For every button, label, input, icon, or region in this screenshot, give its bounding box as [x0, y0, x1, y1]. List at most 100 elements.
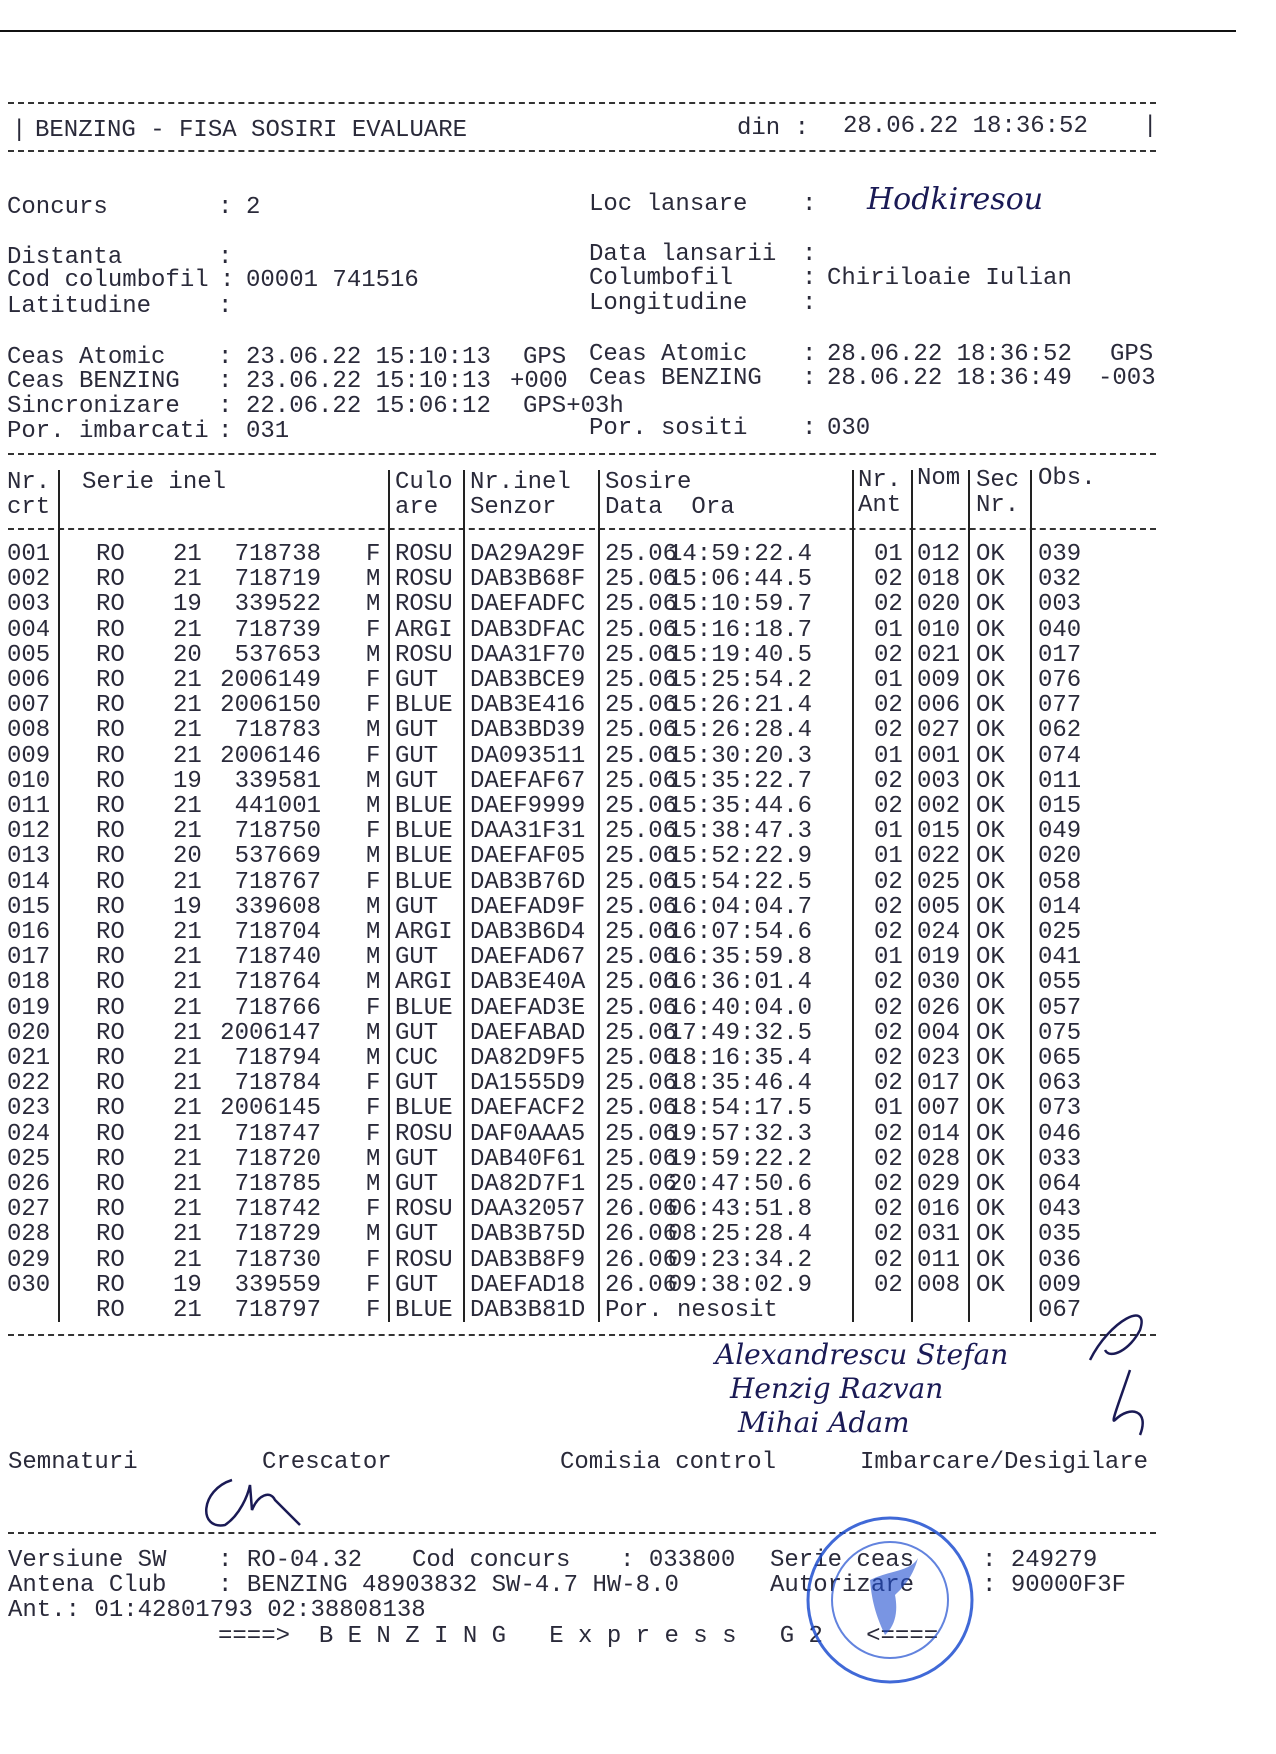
- cell-date: 25.06: [605, 616, 678, 644]
- cell-time: 16:07:54.6: [668, 919, 813, 946]
- cell-country: RO: [96, 1221, 125, 1249]
- cell-time: 15:10:59.7: [668, 591, 813, 619]
- cell-ring: 718738: [234, 541, 321, 568]
- cell-ring: 718783: [234, 717, 321, 745]
- cell-ring: 718766: [234, 994, 321, 1022]
- cell-country: RO: [96, 793, 125, 820]
- cell-year: 19: [173, 767, 202, 795]
- cell-obs: 017: [1038, 641, 1082, 669]
- cell-country: RO: [96, 742, 125, 770]
- cell-color: ARGI: [395, 969, 453, 997]
- column-header-culoare: are: [395, 494, 439, 521]
- cell-sec: OK: [976, 692, 1005, 720]
- loc-lansare-label: Loc lansare: [589, 191, 748, 218]
- pigeon-icon: [870, 1558, 918, 1635]
- cell-date: 25.06: [605, 591, 678, 619]
- cell-year: 21: [173, 566, 202, 594]
- cell-ant: 02: [874, 692, 903, 720]
- cell-date: 26.06: [605, 1271, 678, 1299]
- cell-year: 21: [173, 667, 202, 694]
- longitudine-colon: :: [802, 290, 817, 317]
- cell-obs: 076: [1038, 667, 1082, 694]
- cell-nom: 011: [917, 1246, 961, 1274]
- sincronizare-label: Sincronizare: [7, 393, 180, 420]
- cell-time: 14:59:22.4: [668, 541, 813, 568]
- cell-sensor: DAB3B81D: [470, 1297, 586, 1324]
- cell-nom: 025: [917, 868, 961, 896]
- versiune-value: : RO-04.32: [218, 1547, 363, 1574]
- serie-ceas-value-text: 249279: [1010, 1547, 1098, 1574]
- cell-ant: 02: [874, 1019, 903, 1047]
- table-row: 020 RO 21 2006147 M GUT DAEFABAD 25.06 17:49:32.…: [0, 1021, 1276, 1046]
- cell-sec: OK: [976, 1145, 1005, 1173]
- cell-year: 21: [173, 1070, 202, 1098]
- cell-date: 25.06: [605, 1145, 678, 1173]
- versiune-value-text: RO-04.32: [246, 1547, 363, 1574]
- cell-nom: 007: [917, 1095, 961, 1123]
- cell-obs: 077: [1038, 692, 1082, 720]
- cell-date: 25.06: [605, 1070, 678, 1098]
- cell-sensor: DAB3E40A: [470, 969, 586, 997]
- table-row: 025 RO 21 718720 M GUT DAB40F61 25.06 19:59:22.2…: [0, 1147, 1276, 1172]
- cell-year: 21: [173, 944, 202, 972]
- latitudine-colon: :: [218, 293, 233, 320]
- cell-country: RO: [96, 591, 125, 619]
- ceas-benzing-left-colon: :: [218, 368, 233, 395]
- column-header-nr: crt: [7, 494, 51, 521]
- divider: [8, 1334, 1156, 1336]
- cell-country: RO: [96, 1196, 125, 1224]
- column-header-obs: Obs.: [1038, 465, 1096, 492]
- cell-nr: 016: [7, 919, 51, 946]
- cell-country: RO: [96, 1095, 125, 1123]
- ceas-benzing-right-colon: :: [802, 365, 817, 392]
- cell-nr: 030: [7, 1271, 51, 1299]
- cell-date: 25.06: [605, 1045, 678, 1072]
- cell-time: 15:52:22.9: [668, 843, 813, 871]
- cell-ring: 2006149: [220, 667, 321, 694]
- cell-sec: OK: [976, 566, 1005, 594]
- cell-nom: 026: [917, 994, 961, 1022]
- sincronizare-colon: :: [218, 393, 233, 420]
- cod-concurs-label: Cod concurs: [412, 1547, 571, 1574]
- serie-ceas-label: Serie ceas: [770, 1547, 915, 1574]
- cell-time: 16:04:04.7: [668, 893, 813, 921]
- table-row: 014 RO 21 718767 F BLUE DAB3B76D 25.06 15:54:22.…: [0, 870, 1276, 895]
- cell-ring: 718750: [234, 818, 321, 846]
- cell-country: RO: [96, 667, 125, 694]
- table-row: 010 RO 19 339581 M GUT DAEFAF67 25.06 15:35:22.7…: [0, 769, 1276, 794]
- cell-ant: 02: [874, 893, 903, 921]
- cell-sec: OK: [976, 641, 1005, 669]
- concurs-value: 2: [246, 194, 261, 221]
- cell-nom: 027: [917, 717, 961, 745]
- serie-ceas-value: : 249279: [982, 1547, 1098, 1574]
- cell-year: 21: [173, 1297, 202, 1324]
- cell-nr: 018: [7, 969, 51, 997]
- cell-time: 16:35:59.8: [668, 944, 813, 972]
- top-rule: [0, 30, 1236, 32]
- cell-date: 25.06: [605, 969, 678, 997]
- column-rule: [852, 470, 854, 1322]
- cell-date: 25.06: [605, 1019, 678, 1047]
- cell-color: GUT: [395, 1019, 439, 1047]
- cell-sex: M: [366, 1019, 381, 1047]
- cell-country: RO: [96, 692, 125, 720]
- cell-time: 18:35:46.4: [668, 1070, 813, 1098]
- cell-color: BLUE: [395, 818, 453, 846]
- por-sositi-colon: :: [802, 415, 817, 442]
- cell-sex: F: [366, 1297, 381, 1324]
- cell-color: ARGI: [395, 616, 453, 644]
- column-rule: [1030, 470, 1032, 1322]
- cell-nr: 005: [7, 641, 51, 669]
- cell-year: 21: [173, 1246, 202, 1274]
- cell-sensor: DAEFAF05: [470, 843, 586, 871]
- cell-year: 21: [173, 1221, 202, 1249]
- cell-ant: 01: [874, 541, 903, 568]
- longitudine-label: Longitudine: [589, 290, 748, 317]
- cell-ant: 02: [874, 641, 903, 669]
- cell-nom: 021: [917, 641, 961, 669]
- cell-sec: OK: [976, 616, 1005, 644]
- table-row: 018 RO 21 718764 M ARGI DAB3E40A 25.06 16:36:01.…: [0, 970, 1276, 995]
- cell-country: RO: [96, 994, 125, 1022]
- loc-lansare-value: Hodkiresou: [867, 182, 1044, 217]
- cell-ant: 01: [874, 1095, 903, 1123]
